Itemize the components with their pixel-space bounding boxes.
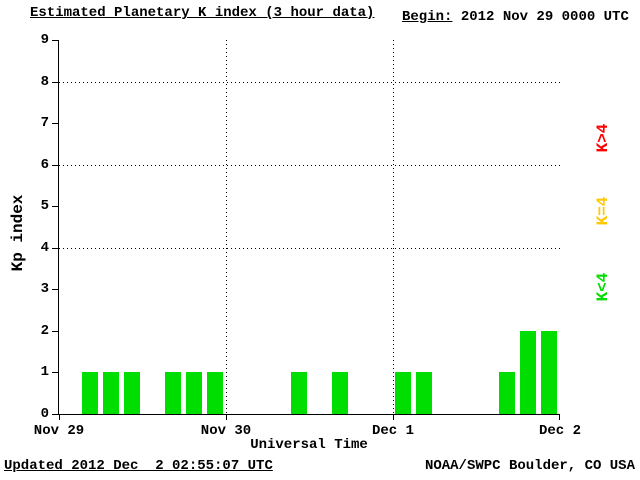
kp-bar [290,372,307,414]
y-tick-label: 8 [40,73,49,90]
x-tick-label: Nov 29 [33,423,85,439]
kp-bar [499,372,516,414]
kp-bar [332,372,349,414]
y-axis-tick [52,123,58,125]
legend-k-eq-4: K=4 [594,196,612,226]
y-axis-tick [52,206,58,208]
y-axis-tick [52,289,58,291]
kp-bar [186,372,203,414]
y-axis-tick [52,330,58,332]
kp-bar [207,372,223,414]
y-tick-label: 5 [40,198,49,215]
plot-area: 0 1 2 3 4 5 6 7 8 9 Nov 29 Nov 30 Dec 1 Dec 2 [34,32,581,439]
updated-timestamp: Updated 2012 Dec 2 02:55:07 UTC [4,458,273,474]
chart-title: Estimated Planetary K index (3 hour data… [30,5,375,21]
x-tick-label: Dec 2 [538,423,582,439]
x-tick-label: Dec 1 [371,423,415,439]
y-axis-tick [52,81,58,83]
x-axis-label: Universal Time [250,437,368,453]
y-axis-tick [52,247,58,249]
y-tick-label: 7 [40,115,49,132]
y-axis-tick [52,164,58,166]
kp-bar [102,372,119,414]
begin-value: 2012 Nov 29 0000 UTC [452,9,629,25]
kp-bar [415,372,432,414]
y-axis-label: Kp index [9,194,27,272]
y-tick-label: 0 [40,406,49,422]
gridline-horizontal [59,81,560,83]
x-axis-tick [559,414,560,420]
x-axis-tick [226,414,227,420]
x-axis-tick [393,414,394,420]
y-tick-label: 4 [40,239,49,256]
y-axis-tick [52,40,58,41]
gridline-day-boundary [393,40,394,414]
y-tick-label: 9 [40,32,49,48]
kp-bar [81,372,98,414]
x-tick-label: Nov 30 [200,423,252,439]
kp-bar [541,330,557,414]
begin-label: Begin: [402,9,453,25]
gridline-day-boundary [226,40,227,414]
x-axis-tick [59,414,60,420]
y-tick-label: 1 [40,364,49,381]
legend-k-gt-4: K>4 [594,123,612,153]
y-tick-label: 6 [40,156,49,173]
y-axis-tick [52,372,58,374]
kp-bar [165,372,182,414]
kp-bar [123,372,140,414]
legend-k-lt-4: K<4 [594,272,612,302]
gridline-horizontal [59,164,560,166]
gridline-horizontal [59,247,560,249]
y-axis-tick [52,414,58,415]
source-credit: NOAA/SWPC Boulder, CO USA [424,458,635,474]
y-tick-label: 3 [40,281,49,298]
kp-bar [395,372,411,414]
kp-bar [520,330,537,414]
y-tick-label: 2 [40,322,49,339]
begin-time: Begin: 2012 Nov 29 0000 UTC [402,9,629,25]
